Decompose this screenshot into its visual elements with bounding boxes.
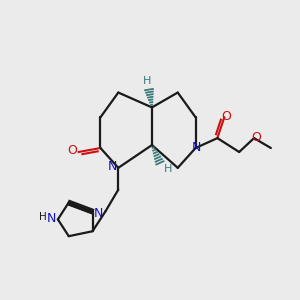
Text: H: H — [143, 76, 151, 85]
Text: N: N — [108, 160, 117, 173]
Text: H: H — [39, 212, 47, 222]
Text: O: O — [251, 130, 261, 144]
Text: N: N — [94, 207, 103, 220]
Text: O: O — [221, 110, 231, 123]
Text: O: O — [67, 145, 77, 158]
Text: H: H — [164, 164, 172, 174]
Text: N: N — [192, 140, 201, 154]
Text: N: N — [47, 212, 57, 225]
